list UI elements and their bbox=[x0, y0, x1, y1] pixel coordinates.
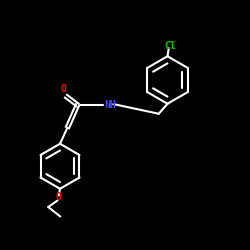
Text: Cl: Cl bbox=[164, 41, 176, 51]
Text: NH: NH bbox=[104, 100, 116, 110]
Text: O: O bbox=[61, 84, 67, 94]
Text: O: O bbox=[56, 192, 62, 202]
